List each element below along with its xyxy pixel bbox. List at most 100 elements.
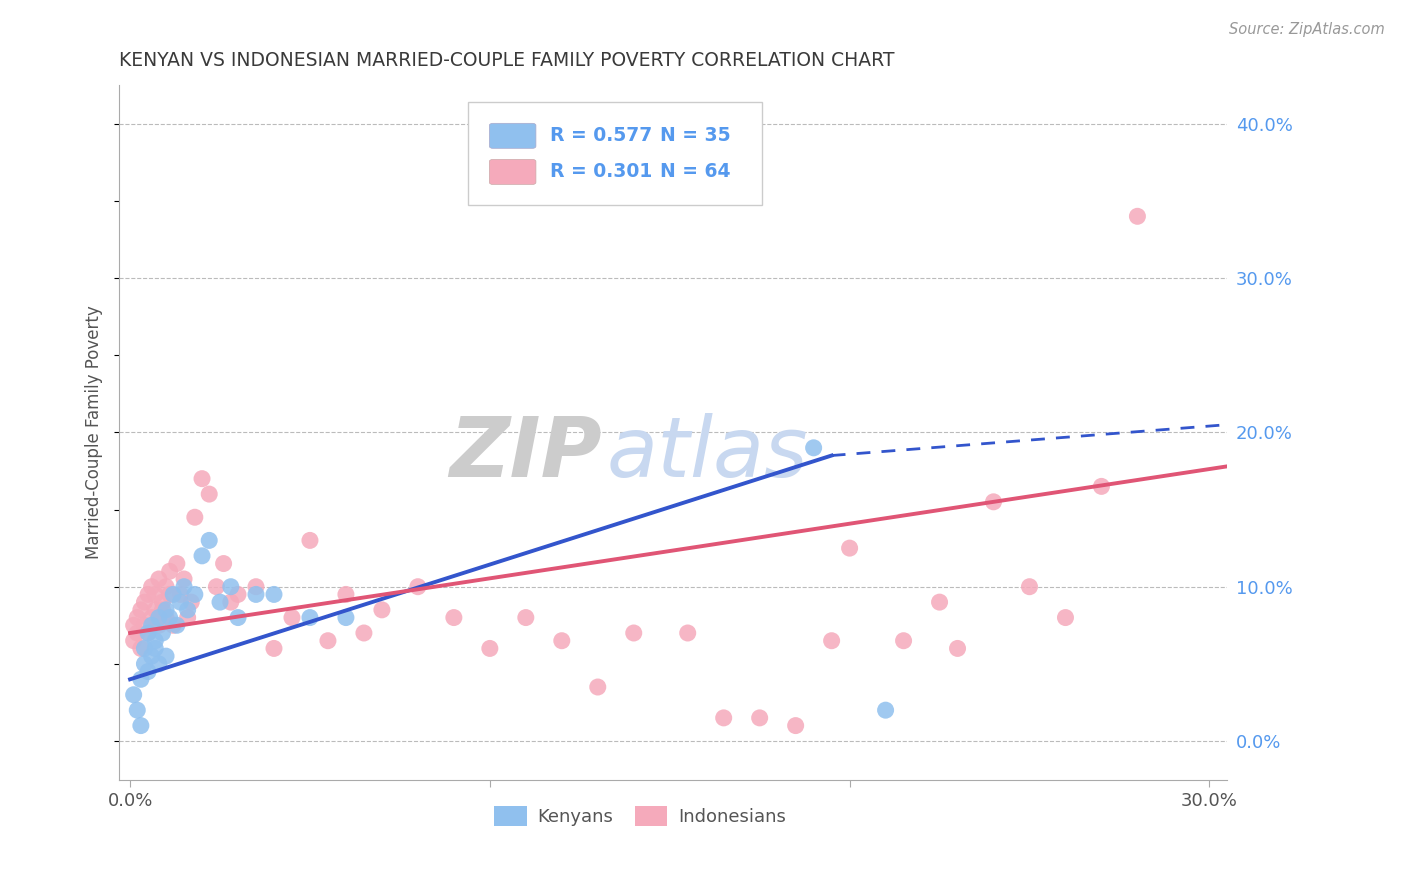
Point xyxy=(406,580,429,594)
Point xyxy=(586,680,609,694)
Point xyxy=(141,618,163,632)
Point xyxy=(169,595,191,609)
Point xyxy=(263,641,285,656)
Point xyxy=(143,641,166,656)
Point xyxy=(184,510,207,524)
Point xyxy=(443,610,465,624)
Point xyxy=(176,603,198,617)
Point xyxy=(785,718,807,732)
Text: ZIP: ZIP xyxy=(449,413,602,493)
Point xyxy=(226,610,249,624)
Point xyxy=(159,610,181,624)
Point xyxy=(1126,209,1149,223)
Point xyxy=(127,626,149,640)
Point xyxy=(136,665,159,679)
Point xyxy=(162,618,184,632)
Point xyxy=(353,626,375,640)
Point xyxy=(169,587,191,601)
Point xyxy=(166,557,188,571)
Point xyxy=(245,580,267,594)
Point xyxy=(198,533,221,548)
Point xyxy=(155,603,177,617)
Point xyxy=(803,441,825,455)
Point xyxy=(122,633,145,648)
Point xyxy=(129,718,152,732)
Point xyxy=(946,641,969,656)
Point xyxy=(316,633,339,648)
Point xyxy=(134,657,156,671)
Point xyxy=(298,610,321,624)
Point xyxy=(928,595,950,609)
Point xyxy=(122,688,145,702)
Legend: Kenyans, Indonesians: Kenyans, Indonesians xyxy=(486,798,793,833)
Point xyxy=(136,626,159,640)
Text: Source: ZipAtlas.com: Source: ZipAtlas.com xyxy=(1229,22,1385,37)
Point xyxy=(515,610,537,624)
Point xyxy=(152,626,174,640)
Point xyxy=(162,587,184,601)
Point xyxy=(226,587,249,601)
Point xyxy=(983,495,1005,509)
Point xyxy=(148,618,170,632)
Point xyxy=(1090,479,1112,493)
Point xyxy=(335,610,357,624)
Point xyxy=(129,673,152,687)
Point xyxy=(166,618,188,632)
Point xyxy=(838,541,860,555)
Point xyxy=(371,603,394,617)
Point xyxy=(155,580,177,594)
Point xyxy=(136,587,159,601)
Point xyxy=(335,587,357,601)
Point xyxy=(623,626,645,640)
Point xyxy=(141,610,163,624)
Point xyxy=(159,564,181,578)
Text: KENYAN VS INDONESIAN MARRIED-COUPLE FAMILY POVERTY CORRELATION CHART: KENYAN VS INDONESIAN MARRIED-COUPLE FAMI… xyxy=(120,51,894,70)
Point xyxy=(134,595,156,609)
Point xyxy=(893,633,915,648)
Point xyxy=(298,533,321,548)
Point xyxy=(134,641,156,656)
Point xyxy=(208,595,231,609)
Point xyxy=(478,641,501,656)
Point xyxy=(713,711,735,725)
Point xyxy=(141,649,163,664)
Point xyxy=(148,610,170,624)
Point xyxy=(676,626,699,640)
Point xyxy=(143,633,166,648)
Point xyxy=(281,610,304,624)
Point xyxy=(127,610,149,624)
Point xyxy=(180,595,202,609)
Point xyxy=(129,641,152,656)
Point xyxy=(748,711,770,725)
Text: R = 0.577: R = 0.577 xyxy=(550,127,652,145)
Point xyxy=(127,703,149,717)
Point xyxy=(122,618,145,632)
Point xyxy=(136,626,159,640)
Y-axis label: Married-Couple Family Poverty: Married-Couple Family Poverty xyxy=(86,305,103,559)
Text: atlas: atlas xyxy=(607,413,808,493)
Point xyxy=(875,703,897,717)
FancyBboxPatch shape xyxy=(489,160,536,185)
Point xyxy=(155,649,177,664)
Point xyxy=(191,472,214,486)
Point xyxy=(134,618,156,632)
Point xyxy=(1054,610,1077,624)
Point xyxy=(1018,580,1040,594)
Point xyxy=(551,633,574,648)
Point xyxy=(173,572,195,586)
Point xyxy=(184,587,207,601)
Text: N = 35: N = 35 xyxy=(659,127,731,145)
Point xyxy=(152,595,174,609)
FancyBboxPatch shape xyxy=(468,103,762,205)
Point xyxy=(141,580,163,594)
Point xyxy=(143,603,166,617)
Point xyxy=(148,572,170,586)
Point xyxy=(143,587,166,601)
Point xyxy=(263,587,285,601)
Point xyxy=(152,603,174,617)
Point xyxy=(129,603,152,617)
Point xyxy=(159,587,181,601)
Point xyxy=(219,595,242,609)
Point xyxy=(820,633,842,648)
Point xyxy=(191,549,214,563)
